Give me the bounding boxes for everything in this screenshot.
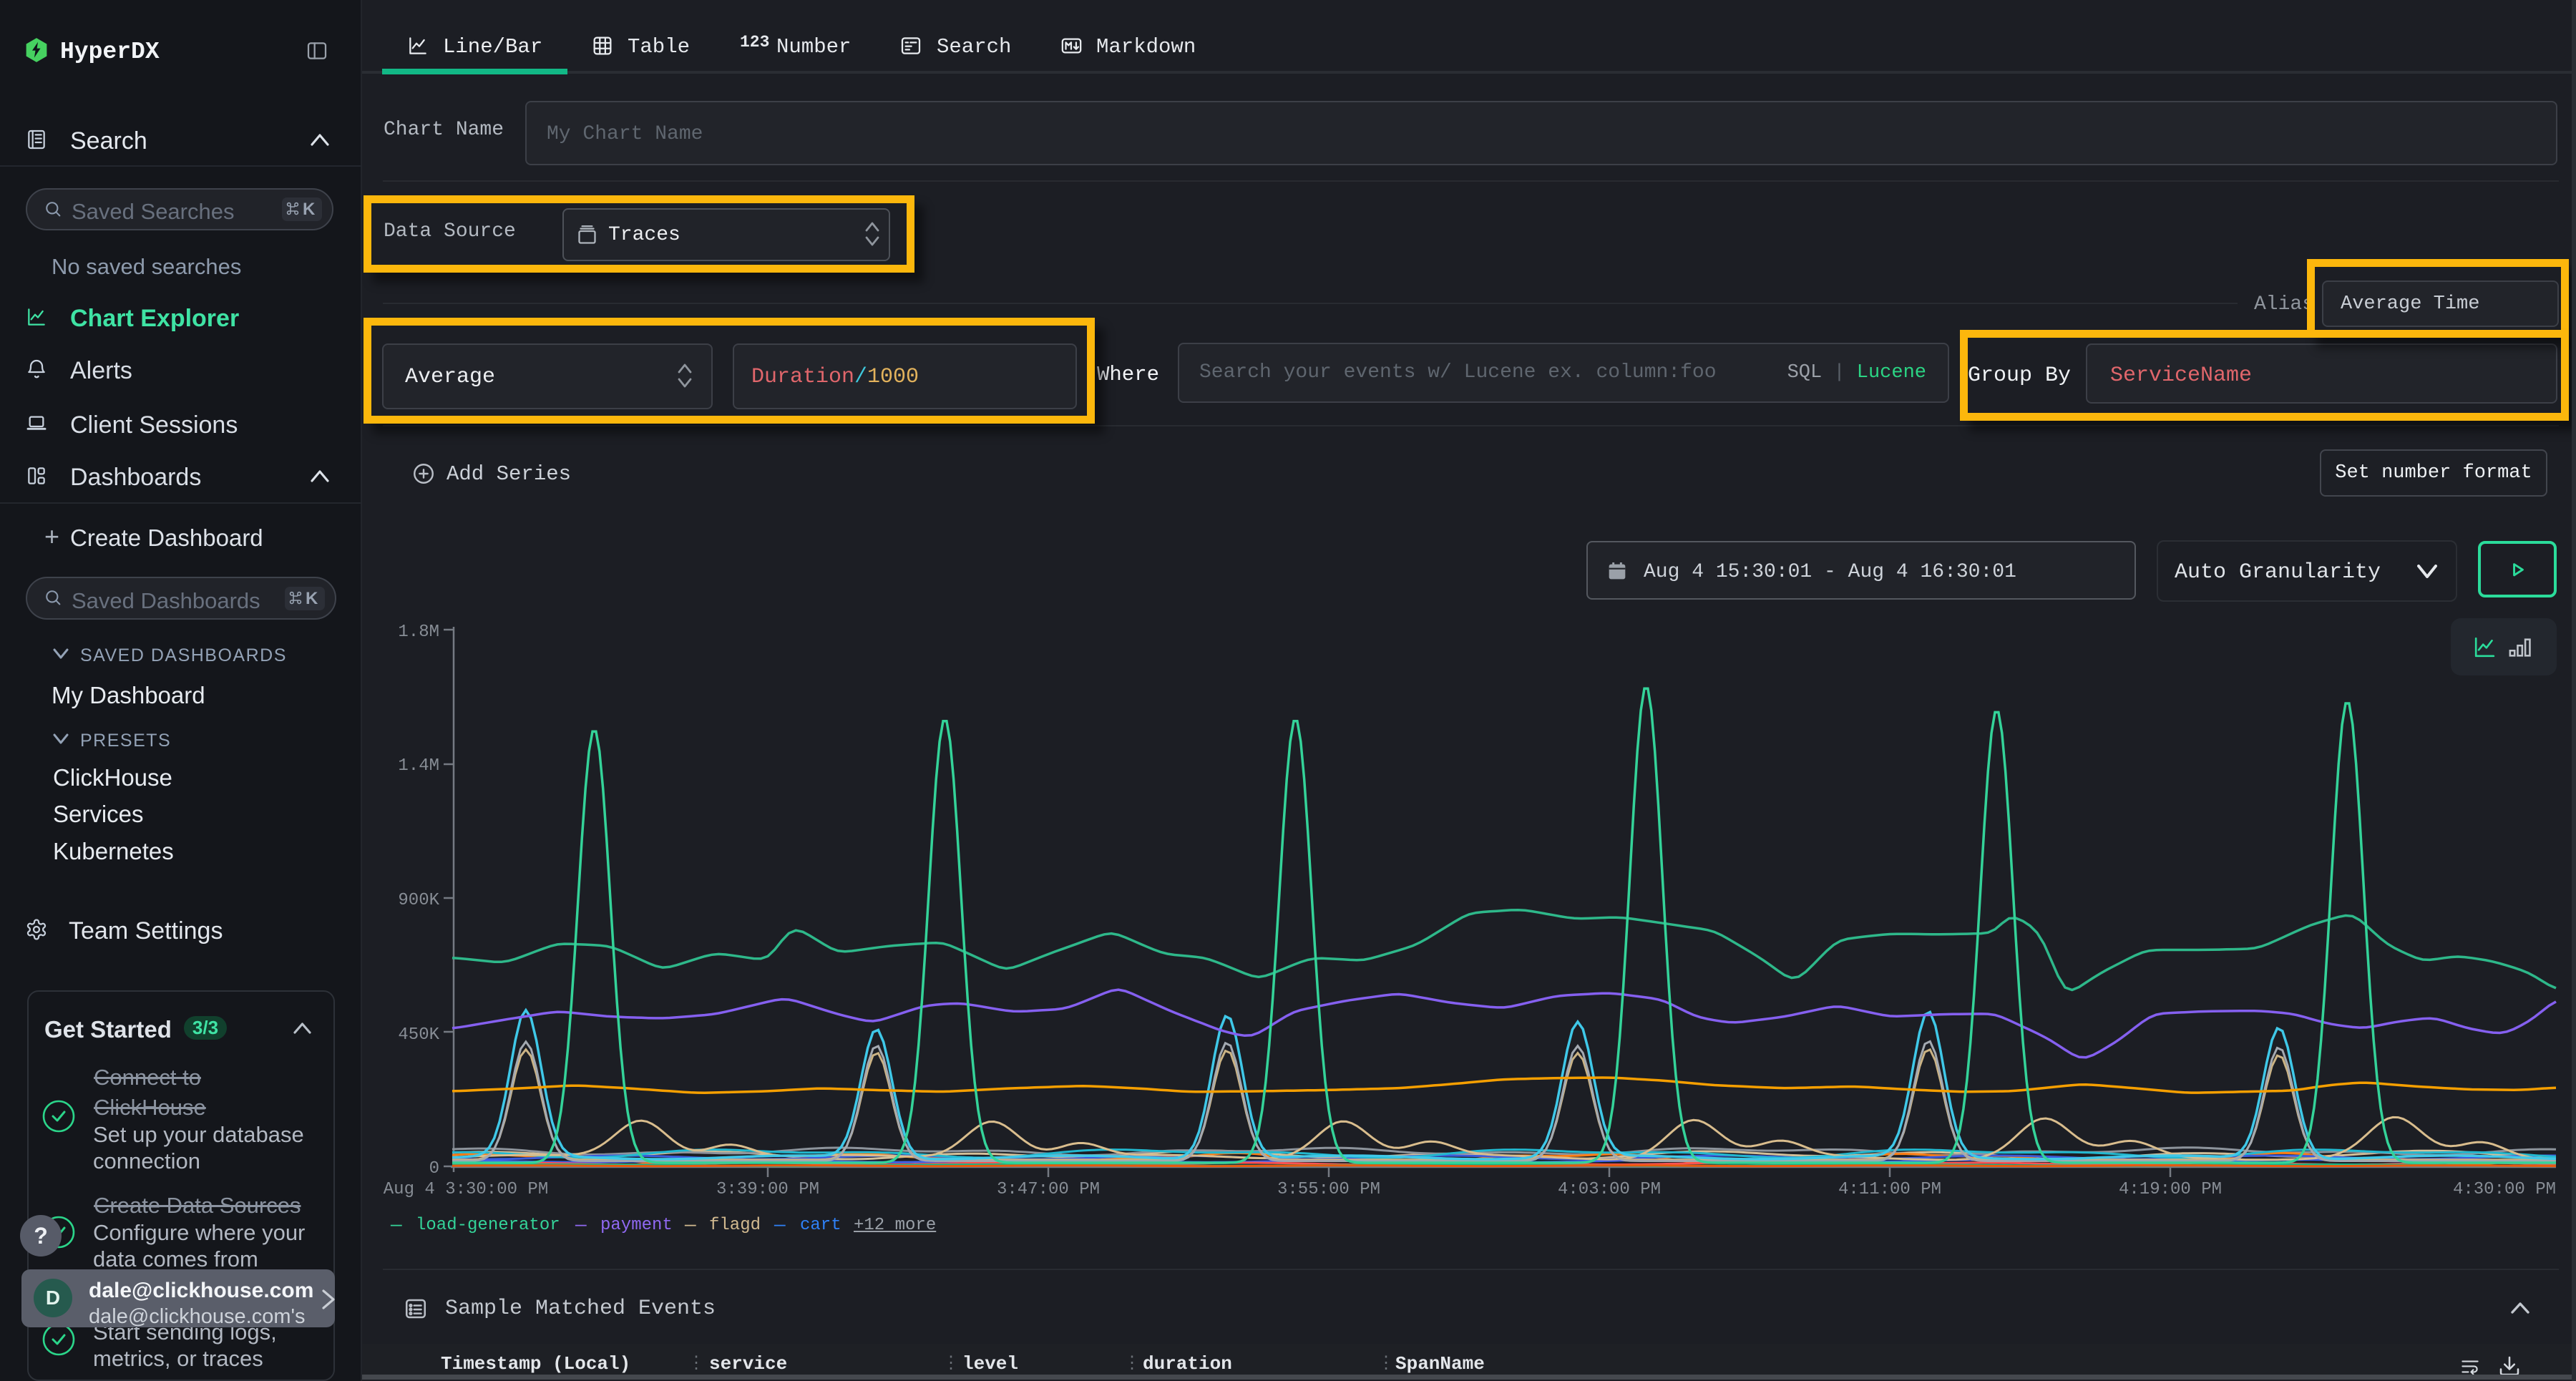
svg-text:1.4M: 1.4M xyxy=(398,756,439,776)
svg-text:450K: 450K xyxy=(398,1025,439,1045)
svg-text:Aug 4 3:30:00 PM: Aug 4 3:30:00 PM xyxy=(384,1180,548,1199)
svg-text:900K: 900K xyxy=(398,891,439,910)
svg-text:1.8M: 1.8M xyxy=(398,623,439,642)
svg-text:4:03:00 PM: 4:03:00 PM xyxy=(1558,1180,1661,1199)
svg-text:4:30:00 PM: 4:30:00 PM xyxy=(2453,1180,2556,1199)
svg-text:3:47:00 PM: 3:47:00 PM xyxy=(997,1180,1100,1199)
svg-text:4:11:00 PM: 4:11:00 PM xyxy=(1838,1180,1941,1199)
svg-text:0: 0 xyxy=(429,1159,439,1179)
svg-text:4:19:00 PM: 4:19:00 PM xyxy=(2119,1180,2222,1199)
svg-text:3:55:00 PM: 3:55:00 PM xyxy=(1277,1180,1380,1199)
svg-text:3:39:00 PM: 3:39:00 PM xyxy=(716,1180,819,1199)
